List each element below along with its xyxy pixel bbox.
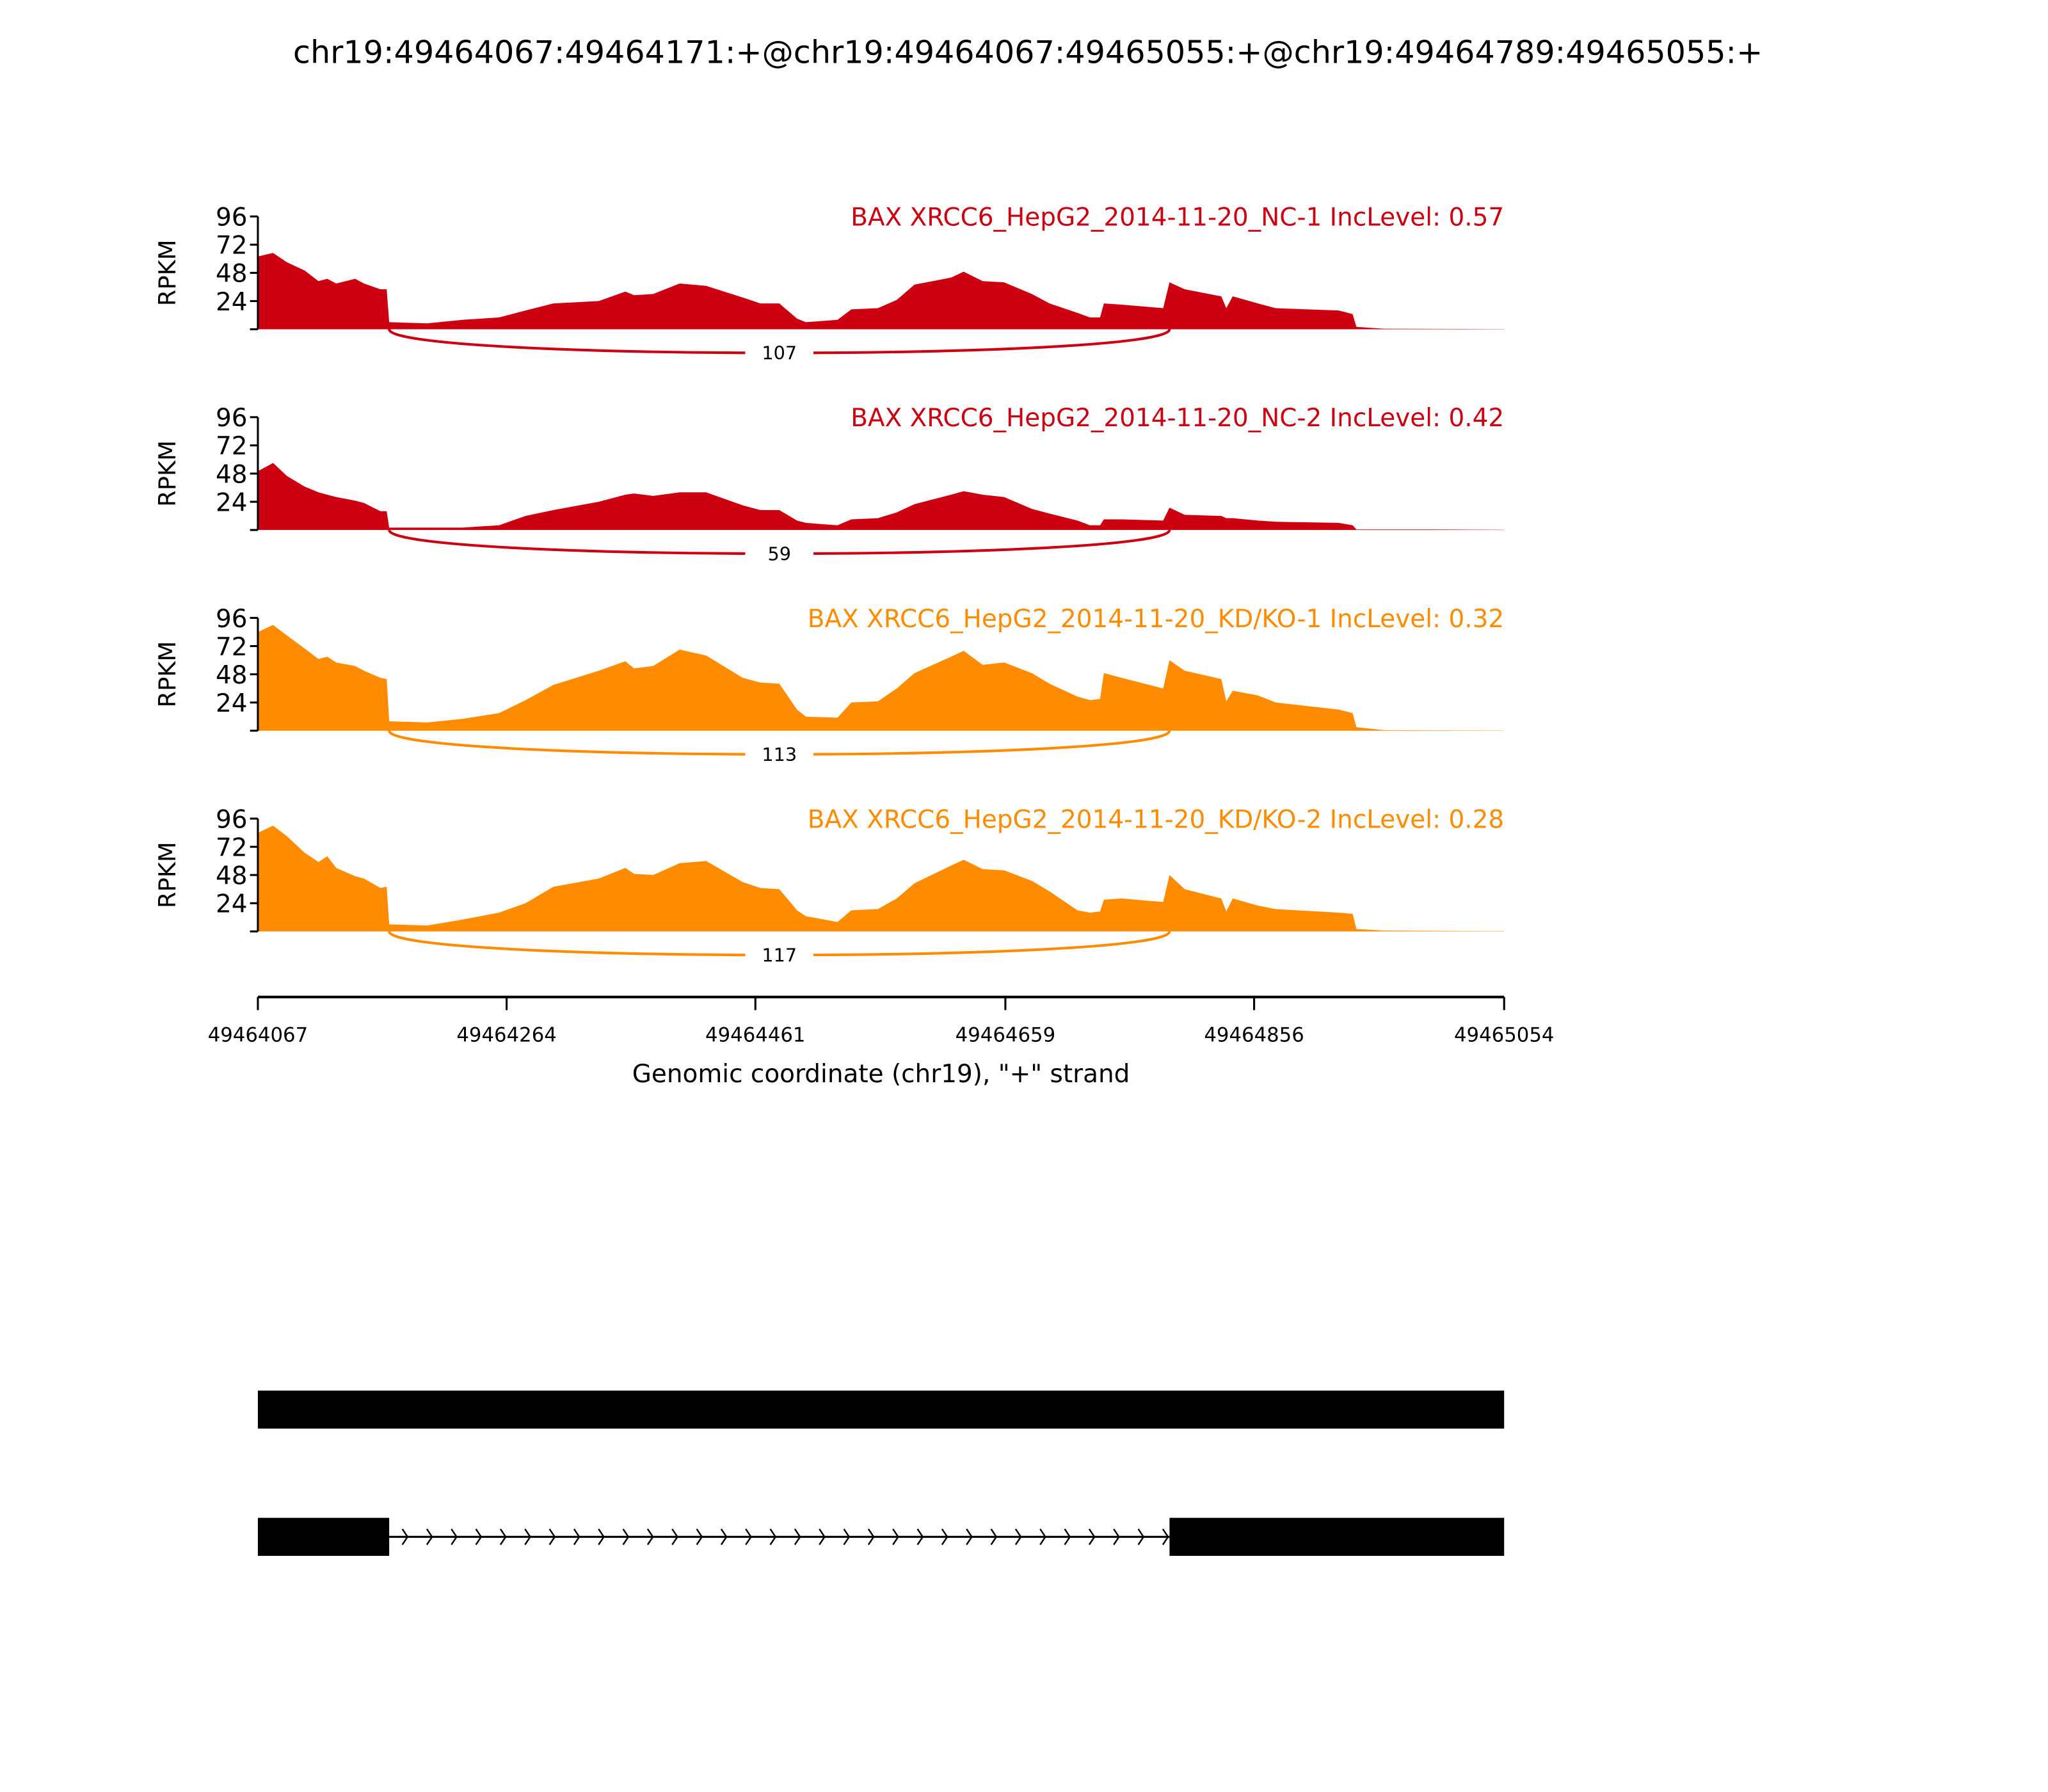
x-tick-label: 49464461 (705, 1024, 805, 1047)
x-axis-label: Genomic coordinate (chr19), "+" strand (632, 1060, 1130, 1089)
strand-arrow-icon (966, 1528, 973, 1546)
strand-arrow-icon (1039, 1528, 1046, 1546)
strand-arrow-icon (1162, 1528, 1169, 1546)
coverage-area (257, 625, 1505, 731)
y-tick-label: 72 (216, 633, 248, 662)
strand-arrow-icon (867, 1528, 875, 1546)
strand-arrow-icon (794, 1528, 801, 1546)
x-tick-label: 49464264 (456, 1024, 556, 1047)
exon (257, 1390, 1505, 1429)
exon (257, 1517, 390, 1556)
y-tick-label: 48 (216, 661, 248, 690)
junction-count: 113 (762, 744, 797, 765)
strand-arrow-icon (548, 1528, 556, 1546)
strand-arrow-icon (524, 1528, 531, 1546)
x-tick-label: 49464067 (208, 1024, 308, 1047)
y-tick-label: 72 (216, 833, 248, 862)
y-tick-label: 72 (216, 432, 248, 461)
y-tick-label: 48 (216, 862, 248, 891)
x-tick-label: 49465054 (1454, 1024, 1554, 1047)
strand-arrow-icon (696, 1528, 703, 1546)
strand-arrow-icon (426, 1528, 433, 1546)
strand-arrow-icon (646, 1528, 654, 1546)
strand-arrow-icon (598, 1528, 605, 1546)
strand-arrow-icon (1014, 1528, 1022, 1546)
junction-count: 107 (762, 342, 797, 364)
y-tick-label: 96 (216, 805, 248, 834)
strand-arrow-icon (573, 1528, 580, 1546)
strand-arrow-icon (499, 1528, 507, 1546)
y-axis-label: RPKM (154, 440, 181, 507)
y-axis-label: RPKM (154, 641, 181, 708)
junction-label-box (745, 742, 814, 767)
strand-arrow-icon (892, 1528, 899, 1546)
y-axis-label: RPKM (154, 239, 181, 306)
strand-arrow-icon (1113, 1528, 1120, 1546)
coverage-area (257, 463, 1505, 531)
y-tick-label: 48 (216, 460, 248, 489)
junction-label-box (745, 340, 814, 365)
strand-arrow-icon (916, 1528, 924, 1546)
y-tick-label: 72 (216, 232, 248, 260)
strand-arrow-icon (990, 1528, 998, 1546)
x-tick-label: 49464856 (1204, 1024, 1304, 1047)
strand-arrow-icon (941, 1528, 948, 1546)
y-tick-label: 96 (216, 605, 248, 634)
coverage-area (257, 253, 1505, 330)
y-tick-label: 24 (216, 288, 248, 317)
y-tick-label: 96 (216, 204, 248, 232)
sample-label: BAX XRCC6_HepG2_2014-11-20_KD/KO-2 IncLe… (808, 805, 1504, 834)
sample-label: BAX XRCC6_HepG2_2014-11-20_NC-1 IncLevel… (851, 204, 1504, 232)
strand-arrow-icon (401, 1528, 409, 1546)
strand-arrow-icon (475, 1528, 483, 1546)
strand-arrow-icon (622, 1528, 630, 1546)
transcript (257, 1517, 1505, 1556)
strand-arrow-icon (1137, 1528, 1145, 1546)
strand-arrow-icon (451, 1528, 458, 1546)
strand-arrow-icon (769, 1528, 777, 1546)
y-tick-label: 48 (216, 260, 248, 289)
exon (1169, 1517, 1505, 1556)
strand-arrow-icon (1064, 1528, 1071, 1546)
gene-models (257, 1390, 1505, 1556)
transcript (257, 1390, 1505, 1429)
y-tick-label: 24 (216, 890, 248, 919)
junction-label-box (745, 943, 814, 967)
y-tick-label: 24 (216, 488, 248, 517)
coverage-area (257, 826, 1505, 932)
x-axis: 49464067 49464264 49464461 49464659 49464856… (208, 995, 1554, 1047)
strand-arrow-icon (671, 1528, 678, 1546)
strand-arrow-icon (745, 1528, 752, 1546)
strand-arrow-icon (819, 1528, 826, 1546)
x-tick-label: 49464659 (956, 1024, 1055, 1047)
y-tick-label: 96 (216, 404, 248, 433)
strand-arrow-icon (720, 1528, 728, 1546)
sample-label: BAX XRCC6_HepG2_2014-11-20_NC-2 IncLevel… (851, 404, 1504, 433)
strand-arrow-icon (1088, 1528, 1096, 1546)
chart-title: chr19:49464067:49464171:+@chr19:49464067… (293, 33, 1763, 70)
strand-arrow-icon (843, 1528, 851, 1546)
junction-label-box (745, 541, 814, 566)
y-tick-label: 24 (216, 689, 248, 718)
junction-count: 117 (762, 944, 797, 966)
junction-count: 59 (767, 543, 791, 564)
y-axis-label: RPKM (154, 842, 181, 908)
sample-label: BAX XRCC6_HepG2_2014-11-20_KD/KO-1 IncLe… (808, 605, 1504, 634)
